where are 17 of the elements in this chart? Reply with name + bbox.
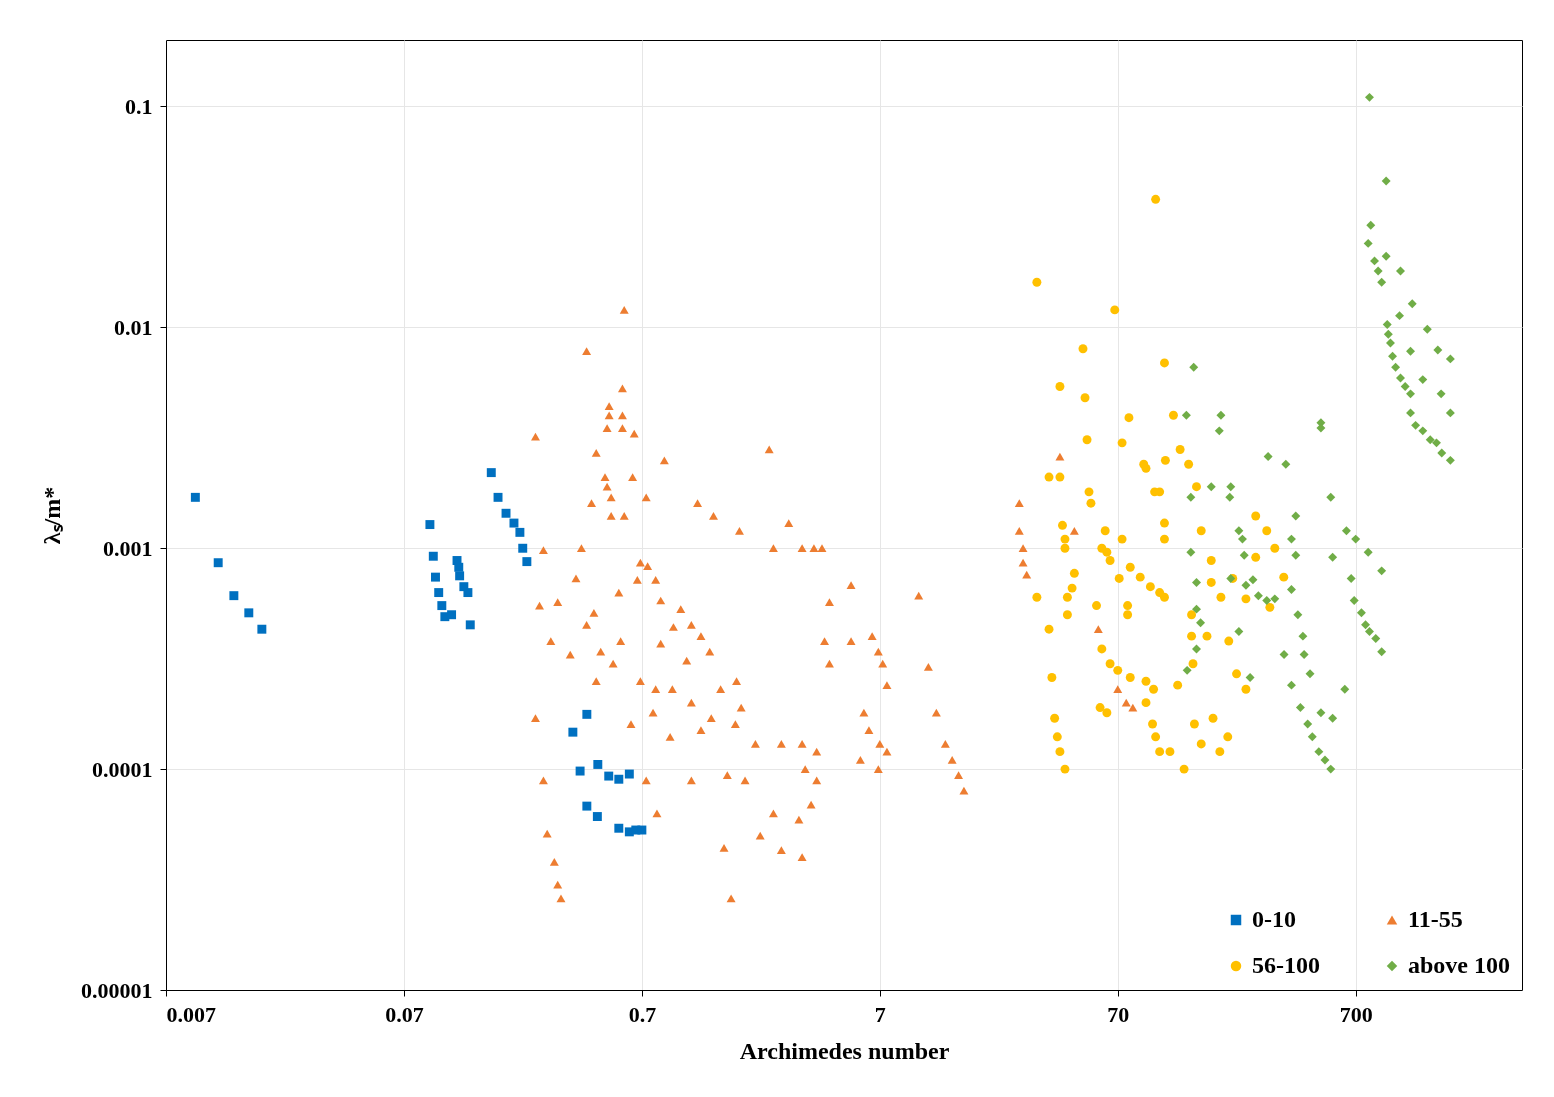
- x-tick-label: 0.07: [385, 1001, 424, 1027]
- y-axis-title: λₛ/m*: [39, 486, 65, 545]
- x-tick-label: 70: [1107, 1001, 1130, 1027]
- y-tick-label: 0.01: [114, 314, 153, 340]
- legend-label: 0-10: [1252, 906, 1296, 932]
- x-tick-label: 0.007: [166, 1001, 216, 1027]
- legend-label: 56-100: [1252, 952, 1320, 978]
- x-axis-title: Archimedes number: [739, 1037, 950, 1064]
- y-tick-label: 0.001: [103, 535, 153, 561]
- y-tick-label: 0.1: [125, 93, 153, 119]
- y-tick-label: 0.00001: [81, 977, 153, 1003]
- x-tick-label: 0.7: [628, 1001, 657, 1027]
- legend-label: 11-55: [1408, 906, 1463, 932]
- legend-label: above 100: [1408, 952, 1510, 978]
- y-tick-label: 0.0001: [92, 756, 153, 782]
- x-tick-label: 7: [874, 1001, 886, 1027]
- x-tick-label: 700: [1339, 1001, 1373, 1027]
